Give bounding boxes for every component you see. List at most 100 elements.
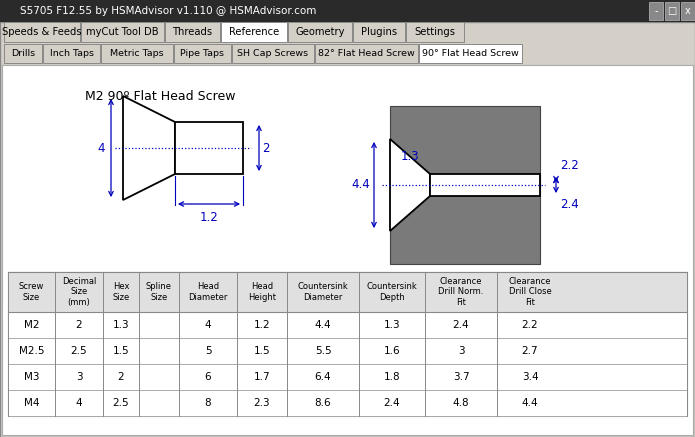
Text: Drills: Drills [11, 49, 35, 58]
Text: Plugins: Plugins [361, 27, 397, 37]
Text: 1.3: 1.3 [113, 320, 129, 330]
Bar [4, 22, 80, 42]
Bar [0, 0, 695, 22]
Text: 5: 5 [205, 346, 211, 356]
Text: 8.6: 8.6 [315, 398, 332, 408]
Bar [8, 390, 687, 416]
Text: Metric Taps: Metric Taps [111, 49, 164, 58]
Bar [353, 22, 405, 42]
Text: Settings: Settings [414, 27, 455, 37]
Text: 2.4: 2.4 [384, 398, 400, 408]
Bar [4, 44, 42, 63]
Text: 1.2: 1.2 [199, 211, 218, 224]
Text: 2: 2 [262, 142, 270, 155]
Bar [221, 22, 287, 42]
Bar [8, 364, 687, 390]
Bar [43, 44, 100, 63]
Polygon shape [123, 96, 175, 200]
Text: 2.3: 2.3 [254, 398, 270, 408]
Text: Spline
Size: Spline Size [146, 282, 172, 302]
Bar [430, 174, 540, 196]
Bar [81, 22, 164, 42]
Text: 4: 4 [97, 142, 105, 155]
Text: 2.4: 2.4 [560, 198, 579, 211]
Text: Reference: Reference [229, 27, 279, 37]
Text: Pipe Taps: Pipe Taps [181, 49, 224, 58]
Text: M2: M2 [24, 320, 39, 330]
Text: 6: 6 [205, 372, 211, 382]
Text: Countersink
Diameter: Countersink Diameter [297, 282, 348, 302]
Text: 4.4: 4.4 [522, 398, 539, 408]
Bar [174, 44, 231, 63]
Text: 3: 3 [458, 346, 464, 356]
Bar [101, 44, 173, 63]
Bar [288, 22, 352, 42]
Text: 2.5: 2.5 [71, 346, 88, 356]
Text: 2: 2 [76, 320, 82, 330]
Bar [406, 22, 464, 42]
Text: 2: 2 [117, 372, 124, 382]
Bar [390, 106, 540, 264]
Text: 2.2: 2.2 [560, 159, 579, 172]
Text: 6.4: 6.4 [315, 372, 332, 382]
Text: □: □ [667, 6, 677, 16]
Text: 3.4: 3.4 [522, 372, 539, 382]
Text: 90° Flat Head Screw: 90° Flat Head Screw [422, 49, 519, 58]
Text: 1.2: 1.2 [254, 320, 270, 330]
Bar [419, 44, 522, 63]
Bar [2, 65, 693, 435]
Text: 1.8: 1.8 [384, 372, 400, 382]
Text: 2.5: 2.5 [113, 398, 129, 408]
Bar [8, 338, 687, 364]
Text: 1.5: 1.5 [113, 346, 129, 356]
Text: 2.2: 2.2 [522, 320, 539, 330]
Text: M3: M3 [24, 372, 39, 382]
Text: 4.4: 4.4 [315, 320, 332, 330]
Text: Clearance
Drill Norm.
Fit: Clearance Drill Norm. Fit [439, 277, 484, 307]
Text: myCut Tool DB: myCut Tool DB [86, 27, 159, 37]
Text: 1.5: 1.5 [254, 346, 270, 356]
Text: 4.8: 4.8 [452, 398, 469, 408]
Text: 1.6: 1.6 [384, 346, 400, 356]
Text: M2.5: M2.5 [19, 346, 44, 356]
Text: 4: 4 [76, 398, 82, 408]
Text: 3: 3 [76, 372, 82, 382]
Text: 8: 8 [205, 398, 211, 408]
Bar [681, 2, 695, 20]
Text: Inch Taps: Inch Taps [49, 49, 94, 58]
Text: Geometry: Geometry [295, 27, 345, 37]
Text: Decimal
Size
(mm): Decimal Size (mm) [62, 277, 96, 307]
Text: 1.7: 1.7 [254, 372, 270, 382]
Bar [175, 122, 243, 174]
Text: x: x [685, 6, 691, 16]
Text: 3.7: 3.7 [452, 372, 469, 382]
Text: S5705 F12.55 by HSMAdvisor v1.110 @ HSMAdvisor.com: S5705 F12.55 by HSMAdvisor v1.110 @ HSMA… [20, 6, 316, 16]
Text: Head
Height: Head Height [248, 282, 276, 302]
Text: 2.4: 2.4 [452, 320, 469, 330]
Text: Head
Diameter: Head Diameter [188, 282, 228, 302]
Text: 1.3: 1.3 [401, 150, 419, 163]
Text: SH Cap Screws: SH Cap Screws [238, 49, 309, 58]
Text: Clearance
Drill Close
Fit: Clearance Drill Close Fit [509, 277, 551, 307]
Text: -: - [654, 6, 657, 16]
Text: Countersink
Depth: Countersink Depth [367, 282, 418, 302]
Bar [8, 272, 687, 312]
Text: Threads: Threads [172, 27, 213, 37]
Text: Speeds & Feeds: Speeds & Feeds [2, 27, 82, 37]
Text: 5.5: 5.5 [315, 346, 332, 356]
Text: Hex
Size: Hex Size [113, 282, 130, 302]
Text: 82° Flat Head Screw: 82° Flat Head Screw [318, 49, 415, 58]
Bar [165, 22, 220, 42]
Text: Screw
Size: Screw Size [19, 282, 44, 302]
Text: 4.4: 4.4 [351, 178, 370, 191]
Bar [665, 2, 679, 20]
Text: M4: M4 [24, 398, 39, 408]
Bar [315, 44, 418, 63]
Bar [8, 312, 687, 338]
Text: 1.3: 1.3 [384, 320, 400, 330]
Polygon shape [390, 139, 430, 231]
Bar [8, 272, 687, 416]
Bar [232, 44, 314, 63]
Text: M2 90º Flat Head Screw: M2 90º Flat Head Screw [85, 90, 235, 103]
Text: 2.7: 2.7 [522, 346, 539, 356]
